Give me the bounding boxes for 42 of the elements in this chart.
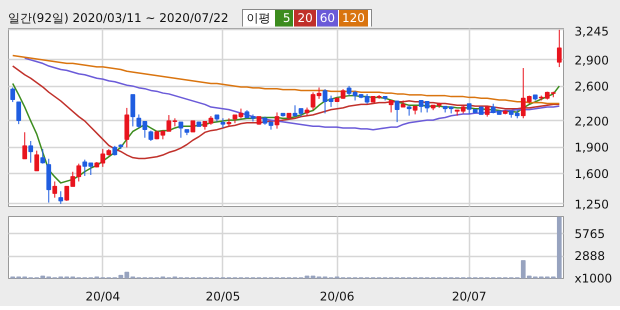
candlestick bbox=[556, 29, 562, 68]
text: 5 bbox=[275, 10, 294, 28]
candlestick bbox=[406, 104, 412, 116]
y-tick-label: 2,600 bbox=[574, 80, 609, 94]
candlestick bbox=[112, 145, 118, 156]
x-tick-label: 20/04 bbox=[86, 290, 120, 304]
candlestick bbox=[28, 140, 34, 164]
x-tick-label: 20/05 bbox=[206, 290, 240, 304]
candlestick bbox=[388, 100, 394, 113]
y-tick-label: 2,900 bbox=[574, 53, 609, 68]
y-tick-label: 1,250 bbox=[574, 197, 609, 212]
candlestick bbox=[40, 148, 46, 164]
y-tick-label: 1,600 bbox=[574, 166, 609, 181]
candlestick bbox=[274, 112, 280, 130]
candlestick bbox=[220, 118, 226, 128]
text: 20 bbox=[294, 10, 316, 28]
legend-title: 이평 bbox=[246, 11, 270, 25]
candlestick bbox=[22, 132, 28, 160]
candlestick bbox=[190, 120, 196, 132]
candlestick bbox=[10, 86, 16, 103]
y-tick-label: 3,245 bbox=[574, 24, 609, 38]
x-tick-label: 20/06 bbox=[320, 290, 354, 304]
line-series bbox=[24, 57, 560, 130]
chart-title: 일간(92일) 2020/03/11 ~ 2020/07/22 bbox=[8, 11, 228, 25]
candlestick bbox=[34, 150, 40, 172]
y-tick-label: 5765 bbox=[574, 226, 606, 241]
candlestick bbox=[130, 94, 136, 127]
candlestick bbox=[58, 190, 64, 204]
candlestick bbox=[178, 122, 184, 138]
candlestick bbox=[148, 130, 154, 142]
candlestick bbox=[52, 180, 58, 198]
y-tick-label: 2,200 bbox=[574, 114, 609, 128]
candlestick bbox=[16, 102, 22, 125]
candlestick bbox=[394, 100, 400, 123]
text: 60 bbox=[316, 10, 338, 28]
text: 120 bbox=[339, 10, 368, 28]
candlestick bbox=[484, 106, 490, 118]
line-series bbox=[12, 65, 560, 160]
y-tick-label: 1,900 bbox=[574, 140, 609, 155]
y-tick-label: x1000 bbox=[574, 272, 612, 286]
x-tick-label: 20/07 bbox=[452, 290, 486, 304]
y-tick-label: 2888 bbox=[574, 249, 606, 264]
